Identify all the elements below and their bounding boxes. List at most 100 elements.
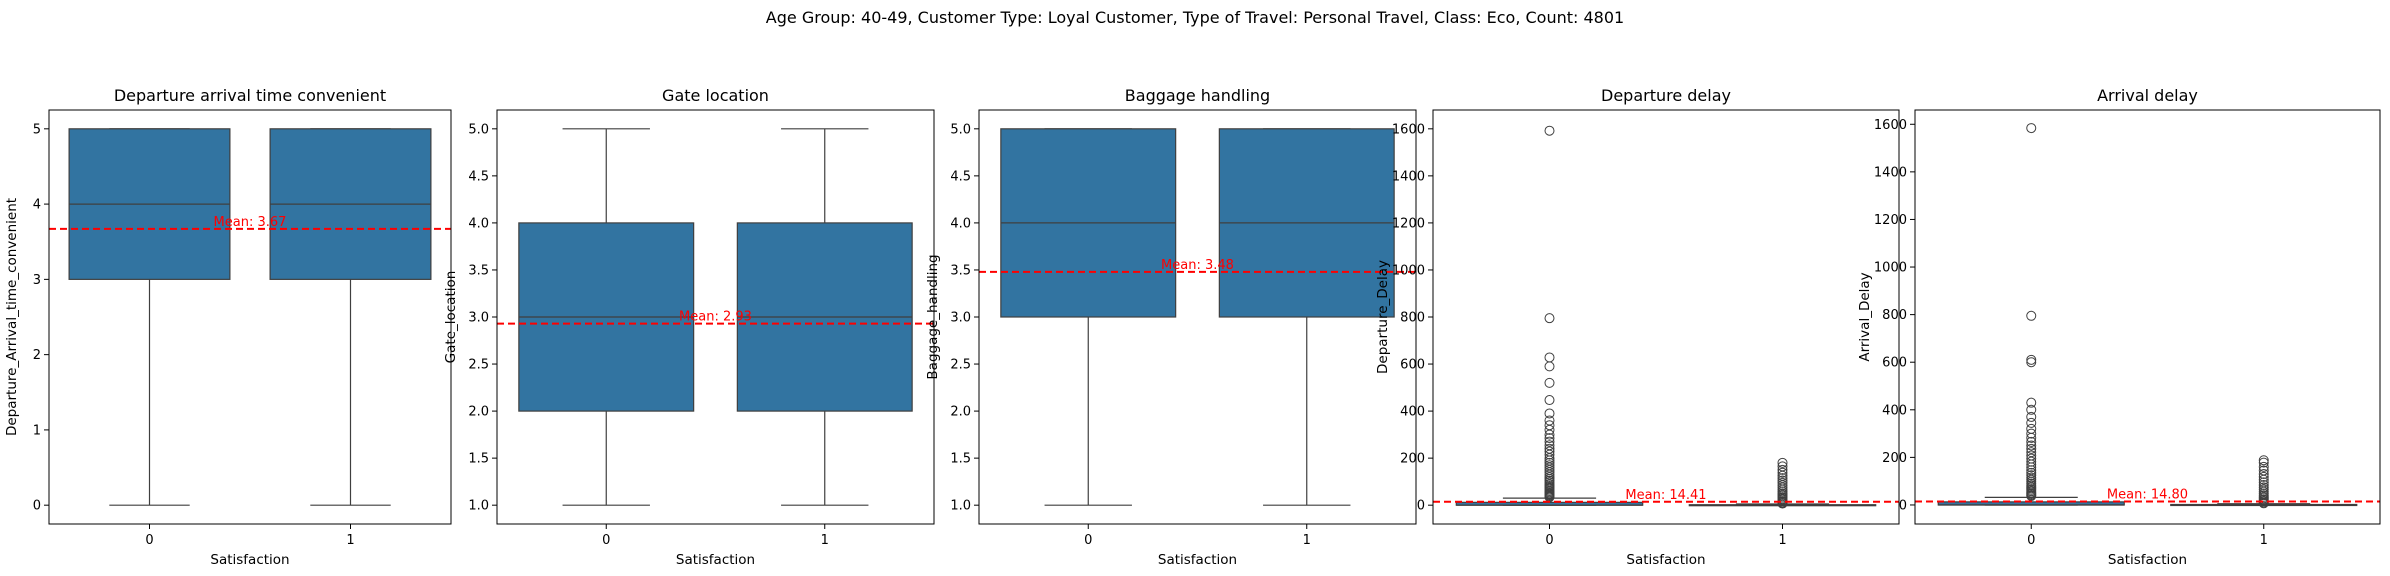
- outlier-point: [2026, 357, 2037, 368]
- x-tick-label: 1: [1778, 533, 1786, 548]
- subplot-title: Arrival delay: [2097, 86, 2198, 105]
- outlier-point: [1544, 125, 1555, 136]
- axes-frame: [978, 109, 1417, 525]
- outlier-point: [1544, 467, 1555, 478]
- outlier-point: [2026, 417, 2037, 428]
- y-tick-label: 3.5: [950, 263, 971, 278]
- outlier-point: [2026, 443, 2037, 454]
- outlier-point: [2258, 457, 2269, 468]
- outlier-point: [2026, 440, 2037, 451]
- outlier-point: [2258, 471, 2269, 482]
- y-tick-label: 0: [1899, 498, 1907, 513]
- box-1: [269, 128, 432, 506]
- outlier-point: [1544, 429, 1555, 440]
- outlier-point: [2026, 465, 2037, 476]
- outlier-point: [2026, 470, 2037, 481]
- y-tick-label: 400: [1400, 405, 1425, 420]
- outlier-point: [1777, 457, 1788, 468]
- subplot-title: Departure delay: [1601, 86, 1731, 105]
- outlier-point: [2026, 490, 2037, 501]
- box-1: [2170, 455, 2358, 509]
- y-tick-label: 4.0: [468, 216, 489, 231]
- outlier-point: [1544, 377, 1555, 388]
- outlier-point: [1777, 480, 1788, 491]
- y-tick-label: 400: [1882, 403, 1907, 418]
- subplot-5: Arrival delay 0 200 400 600 800 1000 1200 1400 16…: [1857, 86, 2381, 568]
- axes-frame: [496, 109, 935, 525]
- box-0: [1000, 128, 1177, 506]
- y-tick-label: 1.5: [468, 452, 489, 467]
- x-tick-label: 0: [2027, 533, 2035, 548]
- y-tick-label: 1200: [1874, 213, 1907, 228]
- box-0: [1937, 123, 2125, 506]
- y-axis-label: Departure_Delay: [1375, 260, 1391, 374]
- x-tick-label: 1: [821, 533, 829, 548]
- y-tick-label: 800: [1400, 311, 1425, 326]
- y-tick-label: 5.0: [950, 122, 971, 137]
- axes-frame: [1914, 109, 2381, 525]
- x-tick-label: 1: [2260, 533, 2268, 548]
- y-tick-label: 1400: [1392, 169, 1425, 184]
- outlier-point: [1544, 313, 1555, 324]
- outlier-point: [2258, 455, 2269, 466]
- mean-label: Mean: 2.93: [679, 310, 752, 325]
- box-1: [736, 128, 913, 506]
- y-tick-label: 2.5: [468, 358, 489, 373]
- outlier-point: [1777, 467, 1788, 478]
- y-tick-label: 1600: [1874, 118, 1907, 133]
- outlier-point: [1777, 464, 1788, 475]
- x-axis-label: Satisfaction: [676, 552, 755, 568]
- outlier-point: [2258, 498, 2269, 509]
- outlier-point: [2026, 428, 2037, 439]
- mean-label: Mean: 3.48: [1161, 258, 1234, 273]
- outlier-point: [1544, 395, 1555, 406]
- outlier-point: [1544, 352, 1555, 363]
- y-tick-label: 1200: [1392, 216, 1425, 231]
- y-tick-label: 5.0: [468, 122, 489, 137]
- y-tick-label: 200: [1882, 451, 1907, 466]
- y-tick-label: 800: [1882, 308, 1907, 323]
- y-tick-label: 3.5: [468, 263, 489, 278]
- box-0: [1455, 125, 1644, 506]
- outlier-point: [2026, 436, 2037, 447]
- x-axis-label: Satisfaction: [210, 552, 289, 568]
- x-tick-label: 0: [1084, 533, 1092, 548]
- y-tick-label: 200: [1400, 452, 1425, 467]
- y-axis-label: Baggage_handling: [925, 254, 941, 379]
- outlier-point: [2026, 459, 2037, 470]
- mean-label: Mean: 3.67: [214, 215, 287, 230]
- subplots: Departure arrival time convenient 0 1 2 3 4 5 0…: [4, 86, 2381, 568]
- outlier-point: [2026, 432, 2037, 443]
- axes-frame: [1432, 109, 1900, 525]
- mean-label: Mean: 14.80: [2107, 487, 2188, 502]
- y-tick-label: 0: [1417, 499, 1425, 514]
- mean-label: Mean: 14.41: [1625, 488, 1706, 503]
- axes-frame: [48, 109, 452, 525]
- x-axis-label: Satisfaction: [1626, 552, 1705, 568]
- outlier-point: [2026, 447, 2037, 458]
- y-tick-label: 2: [33, 348, 41, 363]
- outlier-point: [2258, 461, 2269, 472]
- outlier-point: [1544, 424, 1555, 435]
- y-tick-label: 2.0: [468, 405, 489, 420]
- y-tick-label: 4.5: [468, 169, 489, 184]
- y-tick-label: 4.0: [950, 216, 971, 231]
- y-tick-label: 0: [33, 499, 41, 514]
- outlier-point: [1544, 449, 1555, 460]
- outlier-point: [2258, 469, 2269, 480]
- y-tick-label: 1000: [1874, 261, 1907, 276]
- y-tick-label: 1600: [1392, 122, 1425, 137]
- subplot-title: Departure arrival time convenient: [114, 86, 386, 105]
- box-1: [1688, 457, 1877, 509]
- y-tick-label: 3.0: [468, 311, 489, 326]
- x-tick-label: 1: [346, 533, 354, 548]
- y-axis-label: Gate_location: [443, 271, 459, 364]
- y-tick-label: 1.0: [950, 499, 971, 514]
- outlier-point: [2026, 462, 2037, 473]
- outlier-point: [1544, 361, 1555, 372]
- y-tick-label: 600: [1400, 358, 1425, 373]
- y-axis-label: Arrival_Delay: [1857, 272, 1873, 361]
- outlier-point: [2026, 354, 2037, 365]
- y-tick-label: 4.5: [950, 169, 971, 184]
